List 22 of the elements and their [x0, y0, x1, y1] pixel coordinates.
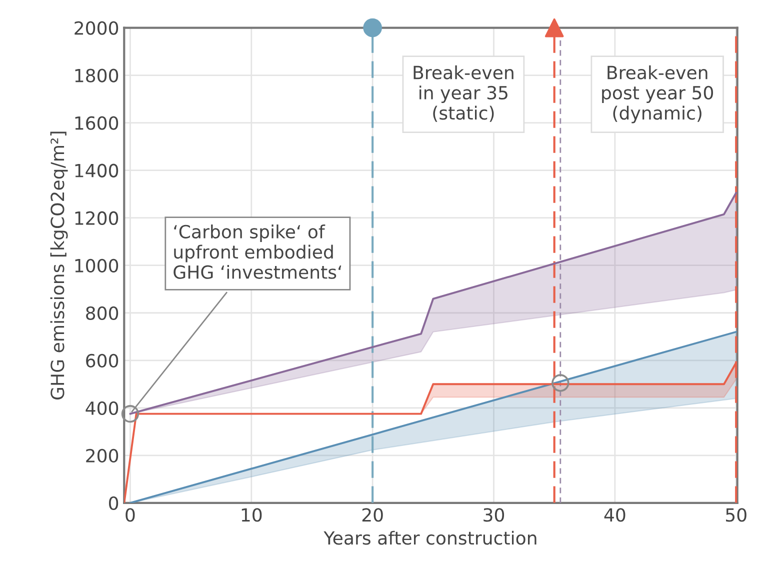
y-tick-label: 0	[108, 496, 118, 510]
y-tick-label: 600	[86, 354, 118, 368]
y-tick-label: 400	[86, 401, 118, 416]
x-axis-title: Years after construction	[324, 530, 536, 545]
x-tick-label: 10	[242, 508, 262, 522]
y-tick-label: 1400	[75, 164, 118, 178]
x-tick-label: 50	[726, 508, 746, 522]
x-tick-label: 20	[362, 508, 383, 522]
y-tick-label: 1600	[75, 116, 118, 130]
y-tick-label: 200	[86, 448, 118, 463]
annotation: Break-even post year 50 (dynamic)	[602, 65, 714, 124]
x-tick-label: 0	[126, 508, 135, 522]
x-tick-label: 30	[484, 508, 504, 522]
y-tick-label: 1200	[75, 211, 118, 225]
y-tick-label: 2000	[74, 21, 118, 35]
y-tick-label: 1000	[75, 258, 118, 272]
y-tick-label: 800	[86, 306, 118, 320]
annotation: ‘Carbon spike‘ of upfront embodied GHG ‘investments‘	[174, 224, 342, 279]
y-tick-label: 1800	[75, 68, 118, 82]
y-axis-title: GHG emissions [kgCO2eq/m²]	[50, 132, 68, 400]
annotation: Break-even in year 35 (static)	[414, 65, 514, 122]
x-tick-label: 40	[604, 508, 626, 522]
